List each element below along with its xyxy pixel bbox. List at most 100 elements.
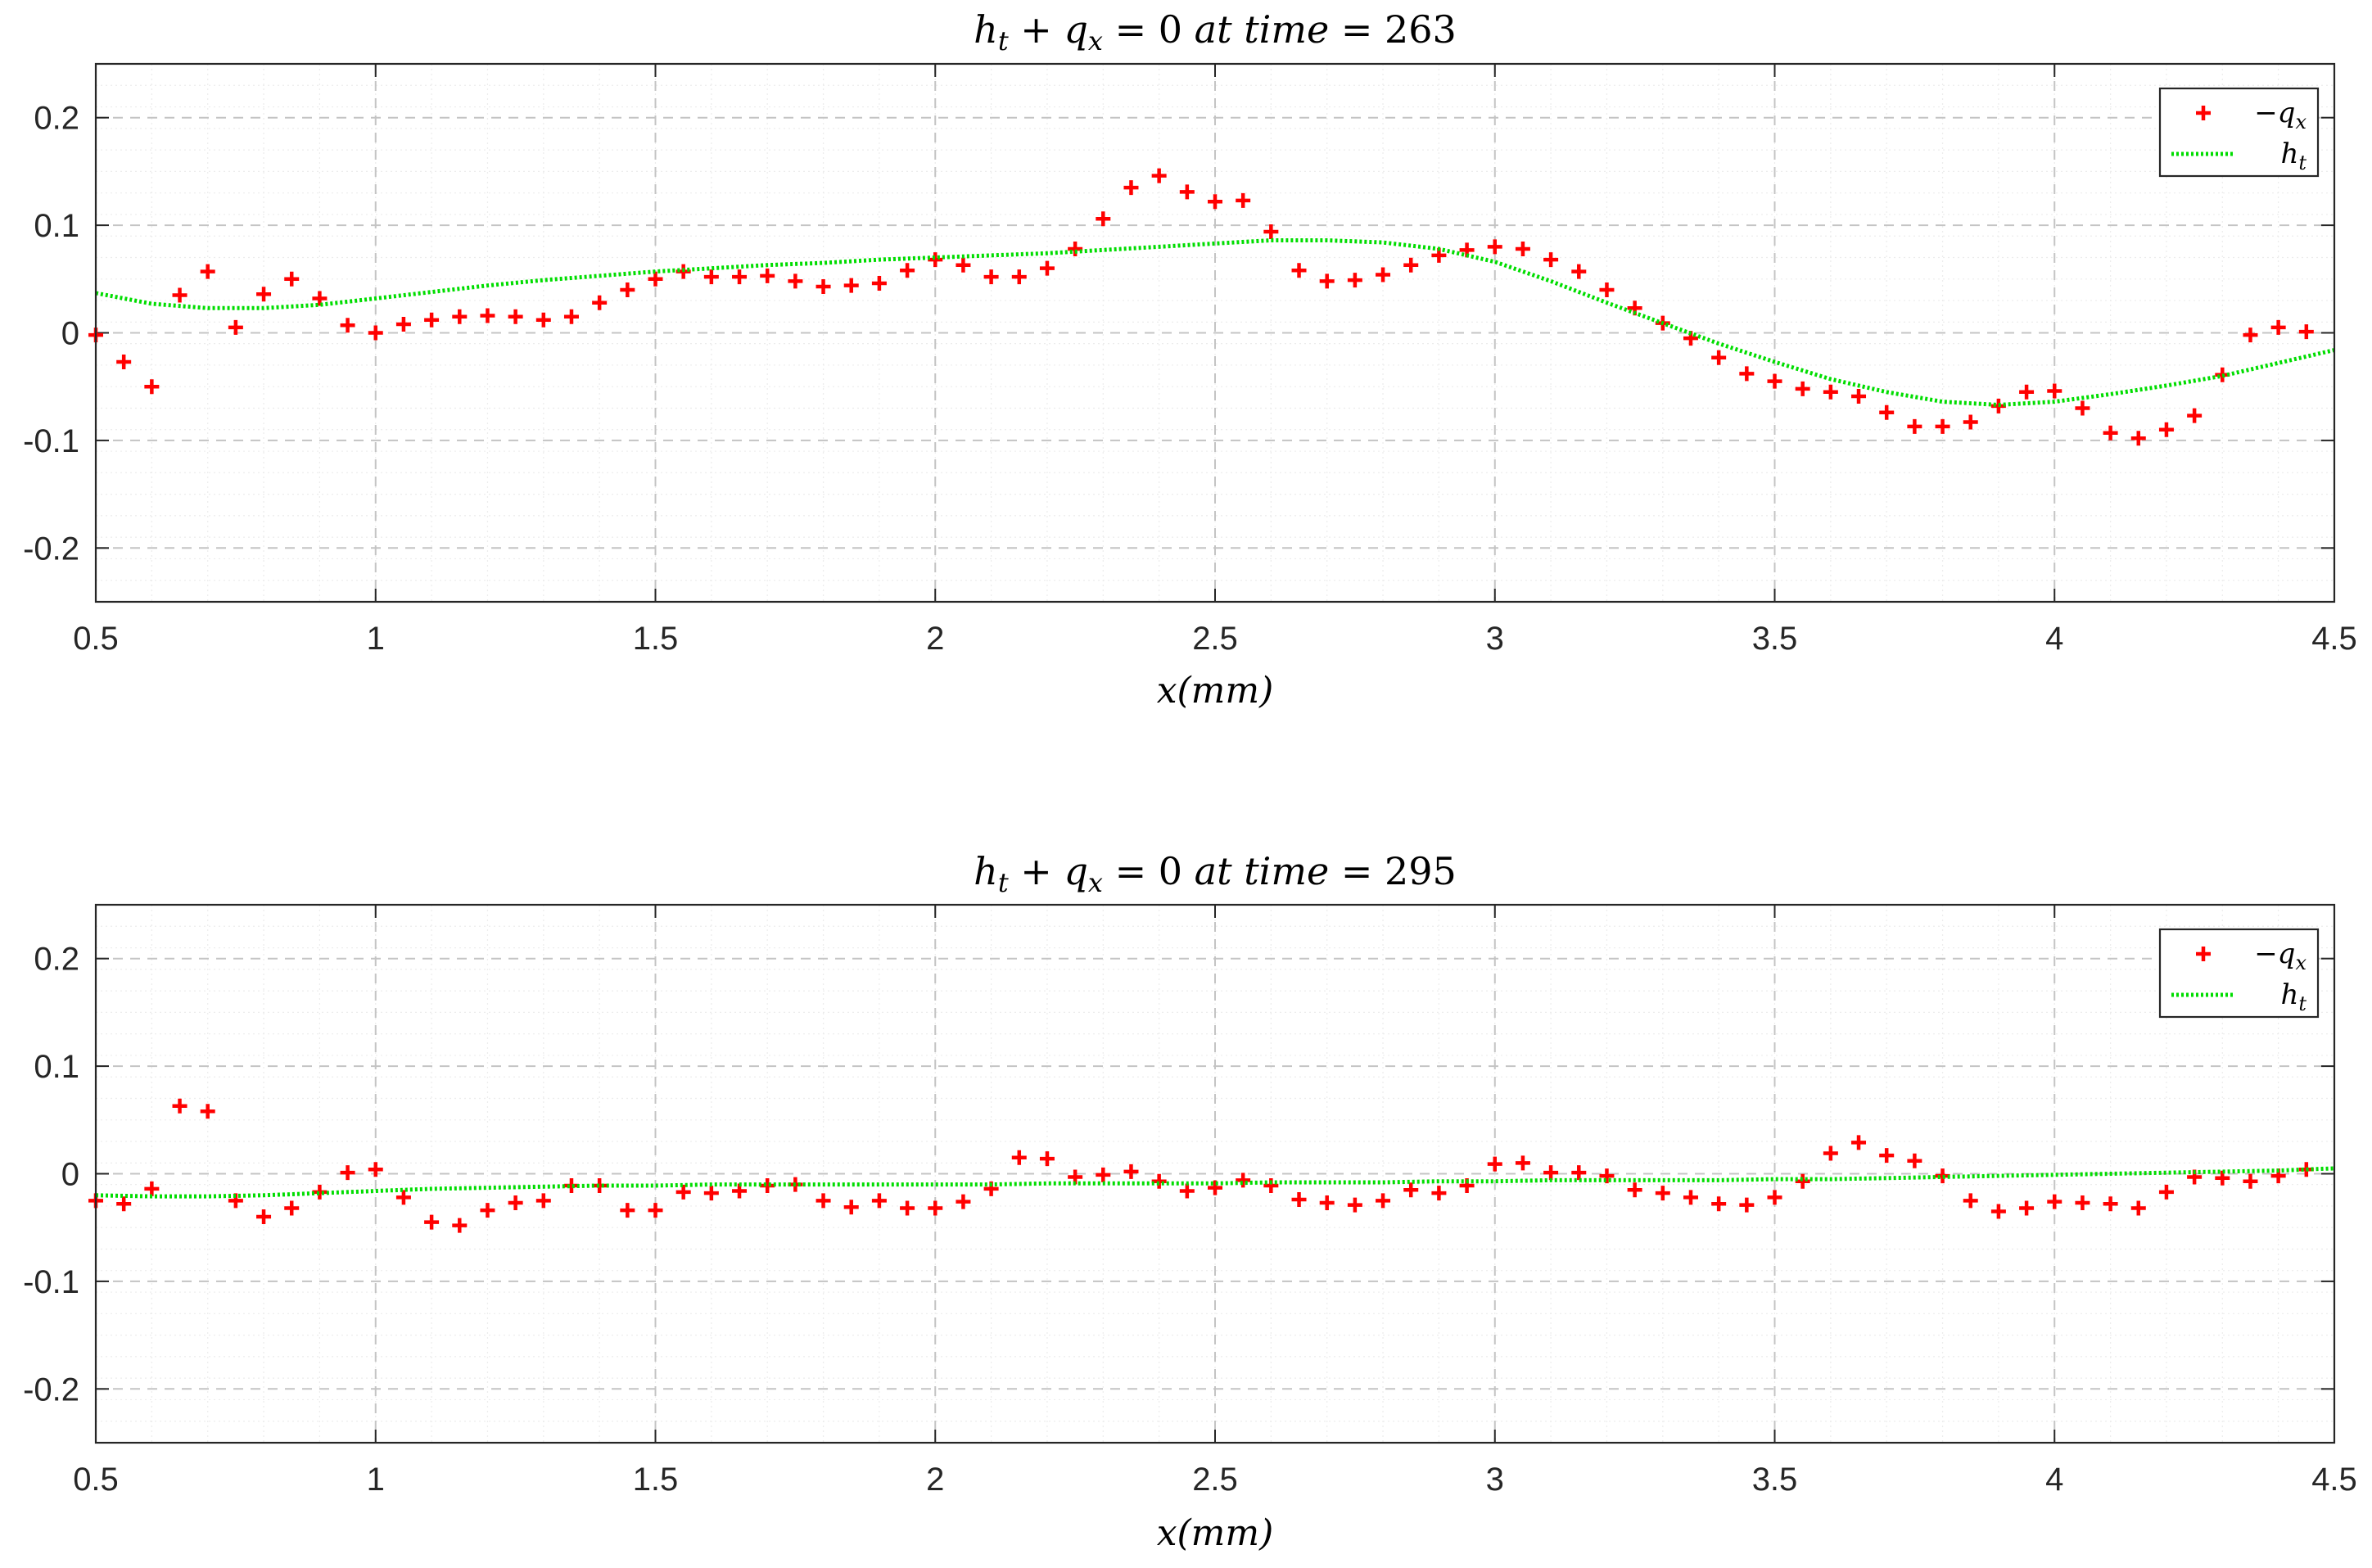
data-point-neg-q-x xyxy=(2270,319,2286,335)
x-tick-label: 4.5 xyxy=(2311,621,2357,657)
legend: −qx ht xyxy=(2158,87,2320,178)
data-point-neg-q-x xyxy=(956,257,971,273)
data-point-neg-q-x xyxy=(144,379,160,395)
data-point-neg-q-x xyxy=(1851,1135,1867,1150)
data-point-neg-q-x xyxy=(956,1194,971,1209)
y-tick-label: -0.2 xyxy=(23,1371,79,1408)
data-point-neg-q-x xyxy=(871,1193,887,1209)
legend-label: −qx xyxy=(2254,938,2306,974)
data-point-neg-q-x xyxy=(2130,1200,2146,1216)
data-point-neg-q-x xyxy=(1963,414,1978,430)
data-point-neg-q-x xyxy=(732,269,748,285)
data-point-neg-q-x xyxy=(256,1209,272,1225)
series-line-h-t xyxy=(95,238,2335,408)
data-point-neg-q-x xyxy=(1068,242,1083,257)
major-grid xyxy=(95,905,2335,1443)
data-point-neg-q-x xyxy=(592,1177,608,1193)
legend-label: −qx xyxy=(2254,97,2306,133)
data-point-neg-q-x xyxy=(703,1186,719,1201)
x-tick-label: 3.5 xyxy=(1752,1462,1798,1498)
x-tick-label: 0.5 xyxy=(73,1462,119,1498)
data-point-neg-q-x xyxy=(1767,373,1782,389)
data-point-neg-q-x xyxy=(2075,400,2090,416)
data-point-neg-q-x xyxy=(2158,1184,2174,1200)
data-point-neg-q-x xyxy=(1208,1180,1222,1195)
axes-box xyxy=(94,62,2336,603)
data-point-neg-q-x xyxy=(535,1193,551,1209)
data-point-neg-q-x xyxy=(843,1200,859,1215)
data-point-neg-q-x xyxy=(2130,431,2146,446)
data-point-neg-q-x xyxy=(1990,1204,2006,1219)
data-point-neg-q-x xyxy=(563,309,579,324)
data-point-neg-q-x xyxy=(1907,418,1922,434)
data-point-neg-q-x xyxy=(1963,1193,1978,1209)
data-point-neg-q-x xyxy=(1291,1192,1307,1208)
data-point-neg-q-x xyxy=(2019,1200,2035,1216)
data-point-neg-q-x xyxy=(2187,408,2203,423)
axes-box xyxy=(94,903,2336,1444)
data-point-neg-q-x xyxy=(1096,1167,1111,1182)
data-point-neg-q-x xyxy=(1823,1145,1838,1161)
data-point-neg-q-x xyxy=(900,1200,915,1216)
data-point-neg-q-x xyxy=(1935,1168,1950,1184)
data-point-neg-q-x xyxy=(928,252,943,268)
data-point-neg-q-x xyxy=(1039,260,1055,276)
data-point-neg-q-x xyxy=(116,1196,132,1212)
x-tick-label: 2 xyxy=(926,1462,944,1498)
x-tick-label: 4 xyxy=(2045,1462,2063,1498)
data-point-neg-q-x xyxy=(928,1200,943,1216)
x-tick-label: 2 xyxy=(926,621,944,657)
data-point-neg-q-x xyxy=(760,268,775,283)
data-point-neg-q-x xyxy=(1571,264,1587,279)
data-point-neg-q-x xyxy=(983,269,999,285)
data-point-neg-q-x xyxy=(760,1177,775,1193)
data-point-neg-q-x xyxy=(1403,257,1419,273)
data-point-neg-q-x xyxy=(1599,1168,1615,1184)
data-point-neg-q-x xyxy=(1711,350,1727,365)
data-point-neg-q-x xyxy=(1935,418,1950,434)
x-tick-label: 3 xyxy=(1486,621,1504,657)
data-point-neg-q-x xyxy=(1851,389,1867,404)
data-point-neg-q-x xyxy=(1011,269,1027,285)
data-point-neg-q-x xyxy=(1543,252,1559,268)
data-point-neg-q-x xyxy=(1515,1155,1530,1171)
data-point-neg-q-x xyxy=(2298,324,2314,340)
data-point-neg-q-x xyxy=(395,316,411,332)
data-point-neg-q-x xyxy=(1123,1164,1139,1179)
data-point-neg-q-x xyxy=(116,354,132,369)
data-point-neg-q-x xyxy=(1739,366,1755,382)
data-point-neg-q-x xyxy=(1039,1151,1055,1167)
data-point-neg-q-x xyxy=(1403,1182,1419,1198)
data-point-neg-q-x xyxy=(1376,267,1391,282)
data-point-neg-q-x xyxy=(1011,1150,1027,1165)
data-point-neg-q-x xyxy=(1347,1197,1362,1213)
data-point-neg-q-x xyxy=(172,1098,188,1114)
data-point-neg-q-x xyxy=(2047,383,2063,399)
data-point-neg-q-x xyxy=(1487,239,1502,255)
x-tick-label: 0.5 xyxy=(73,621,119,657)
data-point-neg-q-x xyxy=(1795,381,1810,396)
data-point-neg-q-x xyxy=(1179,184,1195,200)
data-point-neg-q-x xyxy=(900,263,915,278)
data-point-neg-q-x xyxy=(1571,1165,1587,1181)
y-tick-label: -0.1 xyxy=(23,423,79,459)
data-point-neg-q-x xyxy=(703,269,719,285)
y-tick-label: 0.1 xyxy=(34,208,79,244)
data-point-neg-q-x xyxy=(648,1203,663,1218)
data-point-neg-q-x xyxy=(2103,425,2118,441)
data-point-neg-q-x xyxy=(368,1162,383,1177)
x-axis-label: x(mm) xyxy=(1157,1512,1274,1554)
data-point-neg-q-x xyxy=(1487,1156,1502,1172)
data-point-neg-q-x xyxy=(1683,1190,1698,1205)
x-tick-label: 3 xyxy=(1486,1462,1504,1498)
x-tick-label: 1.5 xyxy=(633,621,679,657)
y-tick-label: 0 xyxy=(61,316,79,352)
series-neg-q-x-markers xyxy=(88,1098,2314,1233)
legend-swatch-marker xyxy=(2196,106,2211,120)
legend-box xyxy=(2158,87,2320,178)
data-point-neg-q-x xyxy=(1123,180,1139,196)
data-point-neg-q-x xyxy=(340,1165,355,1181)
data-point-neg-q-x xyxy=(816,1193,831,1209)
data-point-neg-q-x xyxy=(312,291,328,306)
data-point-neg-q-x xyxy=(620,1203,635,1218)
